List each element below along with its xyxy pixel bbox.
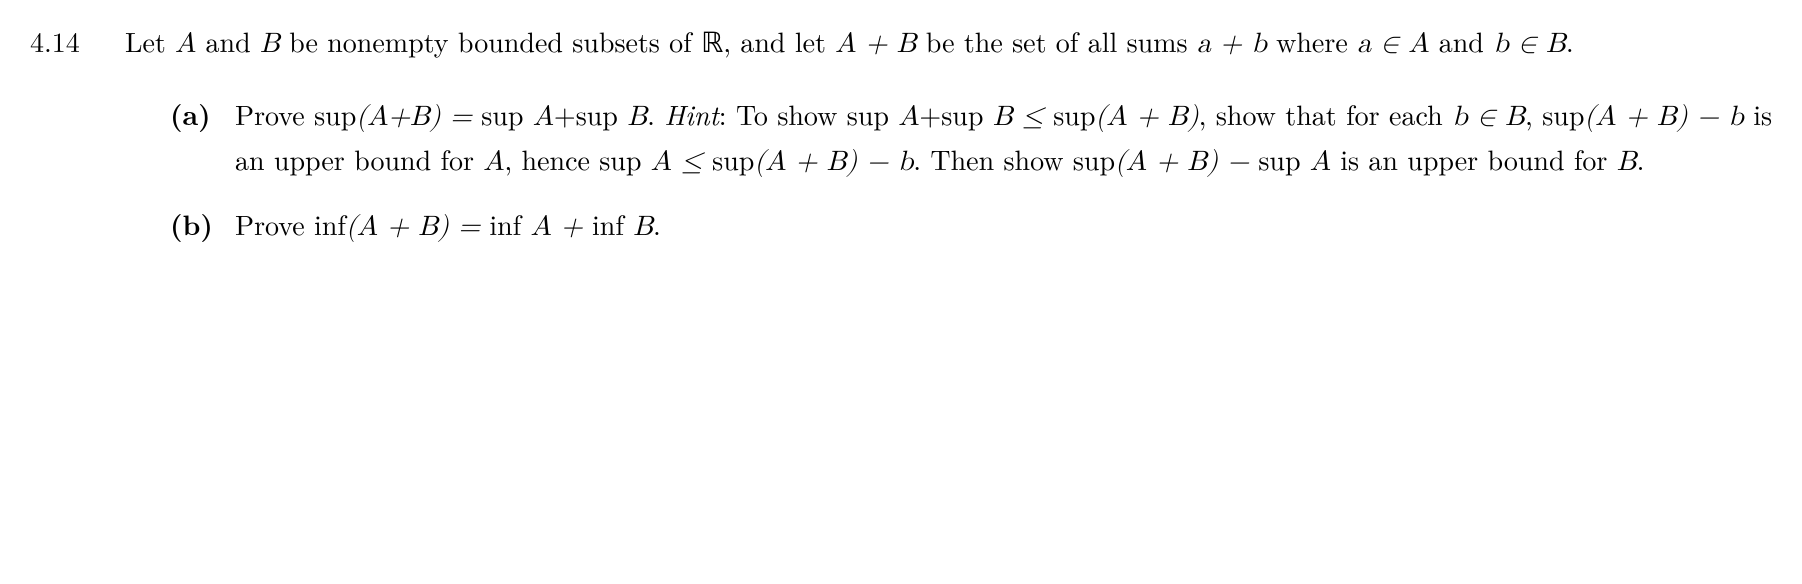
text: , hence xyxy=(504,139,599,179)
math: B xyxy=(633,213,653,241)
math: A + xyxy=(531,213,592,241)
math: B xyxy=(1617,148,1637,176)
op-sup: sup xyxy=(1542,94,1584,134)
part-a: (a) Prove sup(A+B) = sup A+sup B. Hint: … xyxy=(170,93,1772,183)
intro-expr-binB: b ∈ B xyxy=(1493,30,1566,58)
problem-parts: (a) Prove sup(A+B) = sup A+sup B. Hint: … xyxy=(125,93,1772,248)
intro-var-A: A xyxy=(175,30,196,58)
op-inf: inf xyxy=(314,204,346,244)
op-sup: sup xyxy=(1258,139,1310,179)
op-inf: inf xyxy=(489,204,530,244)
math: + xyxy=(919,94,941,134)
math: A xyxy=(1310,148,1331,176)
text: : To show xyxy=(719,94,847,134)
math: A ≤ xyxy=(651,148,712,176)
math: (A + B) xyxy=(1095,103,1198,131)
text: , xyxy=(1525,94,1542,134)
hint-label: Hint xyxy=(664,94,718,134)
math: A xyxy=(483,148,504,176)
text: . xyxy=(653,204,661,244)
problem-number: 4.14 xyxy=(30,20,125,62)
math: (A + B) − xyxy=(1115,148,1258,176)
op-sup: sup xyxy=(712,139,754,179)
math: A xyxy=(533,103,554,131)
text: . xyxy=(647,94,664,134)
op-sup: sup xyxy=(847,94,899,134)
intro-text: be nonempty bounded subsets of xyxy=(280,21,701,61)
intro-text: Let xyxy=(125,21,175,61)
text: , show that for each xyxy=(1199,94,1453,134)
op-sup: sup xyxy=(599,139,651,179)
math: (A+B) = xyxy=(356,103,481,131)
math: (A + B) = xyxy=(346,213,489,241)
intro-text: , and let xyxy=(723,21,835,61)
problem-body: Let A and B be nonempty bounded subsets … xyxy=(125,20,1772,268)
intro-text: be the set of all sums xyxy=(916,21,1196,61)
intro-text: . xyxy=(1566,21,1574,61)
op-sup: sup xyxy=(1073,139,1115,179)
op-sup: sup xyxy=(941,94,993,134)
op-sup: sup xyxy=(481,94,533,134)
text: . xyxy=(1637,139,1645,179)
op-sup: sup xyxy=(576,94,628,134)
math: B ≤ xyxy=(993,103,1053,131)
math: A xyxy=(898,103,919,131)
math: + xyxy=(554,94,576,134)
part-b: (b) Prove inf(A + B) = inf A + inf B. xyxy=(170,203,1772,248)
problem: 4.14 Let A and B be nonempty bounded sub… xyxy=(30,20,1772,268)
intro-var-B: B xyxy=(260,30,280,58)
intro-text: and xyxy=(196,21,260,61)
part-b-label: (b) xyxy=(170,203,235,245)
part-a-body: Prove sup(A+B) = sup A+sup B. Hint: To s… xyxy=(235,93,1772,183)
math: B xyxy=(627,103,647,131)
intro-text: where xyxy=(1267,21,1357,61)
problem-intro: Let A and B be nonempty bounded subsets … xyxy=(125,20,1772,65)
op-sup: sup xyxy=(1053,94,1095,134)
text: . Then show xyxy=(913,139,1073,179)
intro-text: and xyxy=(1429,21,1493,61)
math: (A + B) − b xyxy=(754,148,913,176)
intro-expr-ainA: a ∈ A xyxy=(1357,30,1429,58)
op-sup: sup xyxy=(314,94,356,134)
math: (A + B) − b xyxy=(1584,103,1743,131)
text: Prove xyxy=(235,204,314,244)
text: Prove xyxy=(235,94,314,134)
intro-expr-apb: a + b xyxy=(1197,30,1267,58)
part-a-label: (a) xyxy=(170,93,235,135)
part-b-body: Prove inf(A + B) = inf A + inf B. xyxy=(235,203,1772,248)
text: is an upper bound for xyxy=(1331,139,1617,179)
math: b ∈ B xyxy=(1452,103,1525,131)
op-inf: inf xyxy=(592,204,633,244)
intro-expr-ApB: A + B xyxy=(835,30,916,58)
intro-reals: ℝ xyxy=(701,28,723,59)
